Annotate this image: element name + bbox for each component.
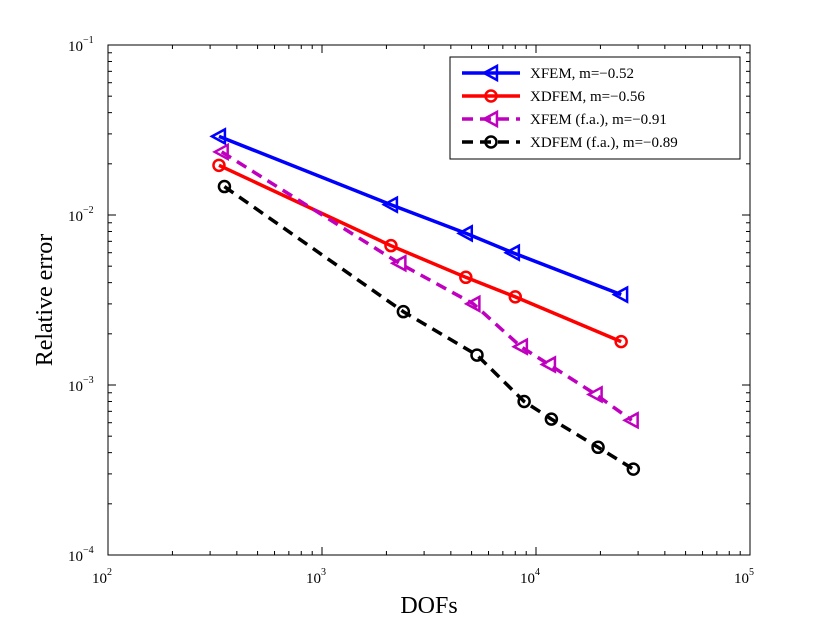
legend-marker [481,109,499,129]
data-point [396,304,411,319]
series-3 [212,142,639,430]
legend-entry: XFEM (f.a.), m=−0.91 [462,109,667,129]
x-tick-label: 102 [92,567,112,587]
y-axis-title: Relative error [32,234,58,367]
series-layer [209,127,641,476]
data-point [384,238,398,253]
x-tick-label: 103 [306,567,326,587]
series-1 [209,127,629,304]
data-point [586,385,603,404]
data-point [212,142,229,162]
data-point [217,179,232,194]
data-point [622,411,639,430]
y-tick-label: 10−1 [68,35,94,55]
legend-label: XDFEM (f.a.), m=−0.89 [530,135,678,151]
legend-entry: XDFEM (f.a.), m=−0.89 [462,135,678,151]
data-point [611,285,629,304]
data-point [508,290,523,304]
y-tick-label: 10−4 [68,545,94,565]
legend-marker [484,89,498,103]
series-2 [212,158,628,349]
legend-marker [484,135,498,149]
data-point [539,355,557,374]
data-point [511,337,529,356]
data-point [591,440,605,455]
data-point [209,127,227,146]
legend-entry: XFEM, m=−0.52 [462,63,634,83]
series-line [218,163,622,344]
data-point [544,412,559,426]
x-tick-label: 105 [734,567,754,587]
legend-marker [481,63,499,83]
data-point [389,254,407,273]
data-point [456,224,474,243]
legend: XFEM, m=−0.52 XDFEM, m=−0.56 XFEM (f.a.), … [449,56,741,160]
data-point [517,394,531,409]
legend-label: XFEM (f.a.), m=−0.91 [530,112,667,128]
y-tick-label: 10−2 [68,205,94,225]
x-tick-label: 104 [520,567,540,587]
legend-label: XDFEM, m=−0.56 [530,89,645,105]
data-point [614,334,628,349]
y-tick-label: 10−3 [68,375,94,395]
data-point [626,462,641,476]
data-point [470,348,484,362]
legend-label: XFEM, m=−0.52 [530,66,634,82]
series-line [218,134,622,297]
data-point [503,243,521,262]
series-line [223,185,635,471]
series-4 [217,179,641,476]
data-point [463,294,481,313]
axis-ticks [107,44,751,556]
data-point [381,195,399,214]
x-axis-title: DOFs [400,593,457,619]
data-point [459,270,473,285]
data-point [212,158,226,173]
legend-entry: XDFEM, m=−0.56 [462,89,645,105]
